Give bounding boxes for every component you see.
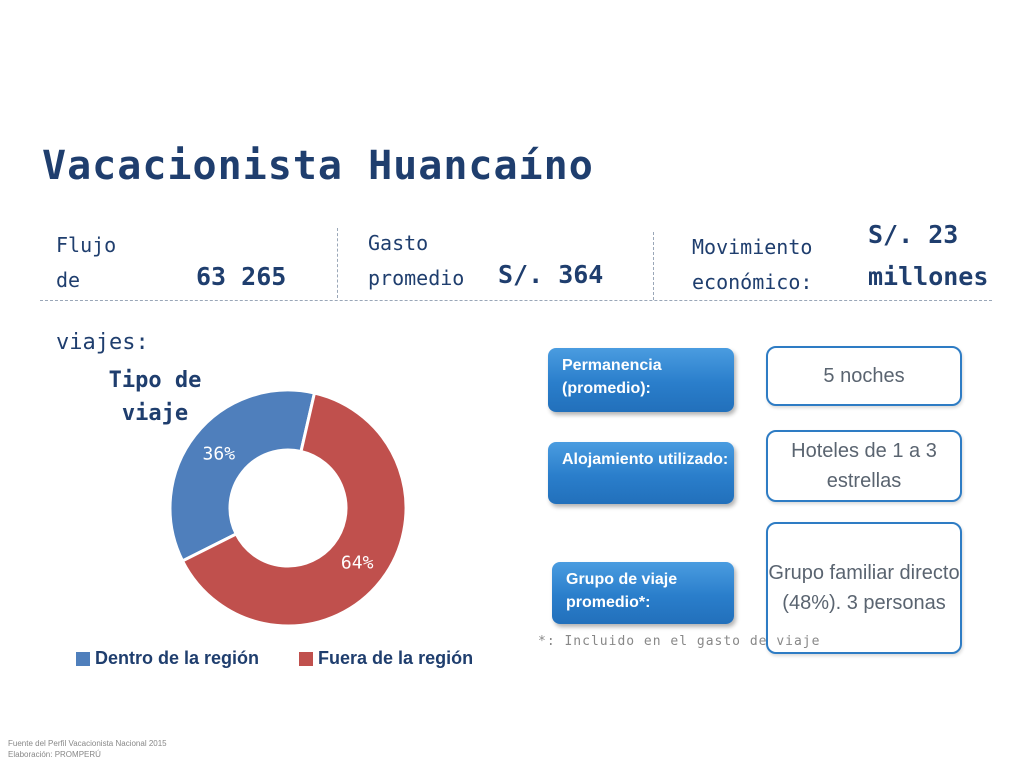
donut-chart: 36% 64% [168,388,408,628]
gasto-label: Gasto promedio [368,231,465,290]
chart-legend: Dentro de la región Fuera de la región [76,648,473,669]
legend-label-fuera: Fuera de la región [318,648,474,668]
page-title: Vacacionista Huancaíno [42,143,594,189]
permanencia-value: 5 noches [766,346,962,406]
gasto-value: S/. 364 [498,260,604,289]
legend-swatch-dentro [76,651,90,666]
donut-slice-dentro [168,388,317,563]
divider [653,232,654,300]
source-line2: Elaboración: PROMPERÚ [8,750,101,759]
donut-label-dentro: 36% [203,444,236,465]
legend-swatch-fuera [299,651,314,666]
movimiento-label: Movimiento económico: [692,235,813,294]
movimiento-value-line1: S/. 23 [868,220,959,249]
viajes-label: viajes: [56,330,149,355]
flujo-label: Flujo de [56,233,117,292]
footnote: *: Incluido en el gasto de viaje [538,634,821,649]
divider [337,228,338,298]
movimiento-value-line2: millones [868,262,989,291]
source-line1: Fuente del Perfil Vacacionista Nacional … [8,739,167,748]
alojamiento-label: Alojamiento utilizado: [548,442,734,504]
flujo-value: 63 265 [196,262,287,291]
grupo-value: Grupo familiar directo (48%). 3 personas [766,522,962,654]
source-credit: Fuente del Perfil Vacacionista Nacional … [8,738,167,760]
grupo-label: Grupo de viaje promedio*: [552,562,734,624]
stats-bar: Flujo de 63 265 Gasto promedio S/. 364 M… [40,220,992,301]
legend-label-dentro: Dentro de la región [95,648,260,668]
permanencia-label: Permanencia (promedio): [548,348,734,412]
donut-label-fuera: 64% [341,552,374,573]
alojamiento-value: Hoteles de 1 a 3 estrellas [766,430,962,502]
chart-title: Tipo de viaje [108,368,202,426]
donut-slice-fuera [180,391,408,628]
